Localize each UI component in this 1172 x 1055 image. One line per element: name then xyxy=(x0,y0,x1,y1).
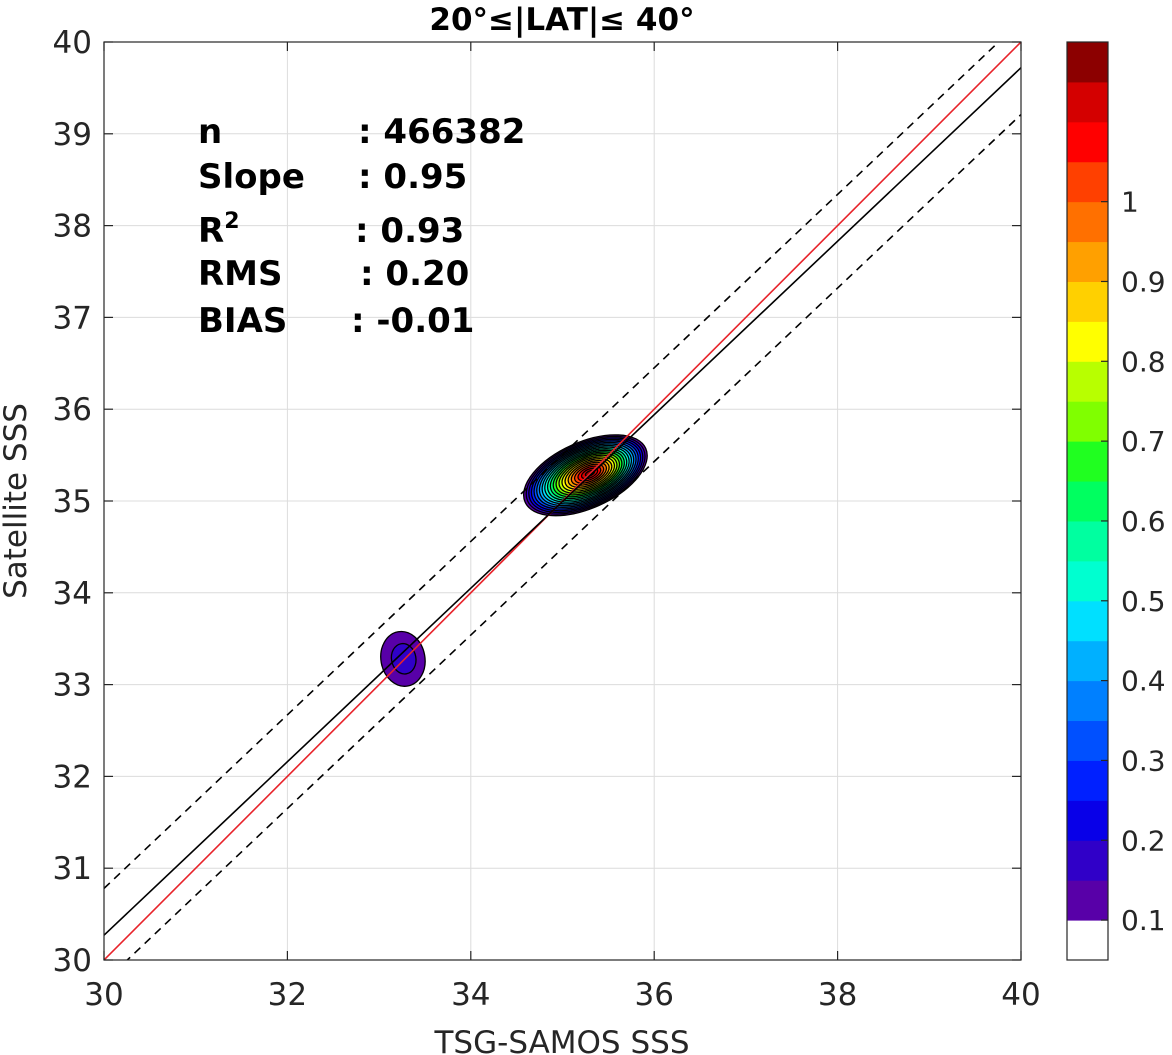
colorbar-band-17 xyxy=(1067,241,1108,282)
colorbar-tick-label-9: 1 xyxy=(1121,186,1139,219)
colorbar-band-0 xyxy=(1067,920,1108,961)
stat-name-3: RMS xyxy=(198,254,283,294)
line-lower-bound xyxy=(126,113,1021,960)
y-tick-label-9: 39 xyxy=(53,117,92,153)
x-tick-label-0: 30 xyxy=(84,977,123,1013)
colorbar-tick-label-0: 0.1 xyxy=(1121,904,1166,937)
colorbar-band-2 xyxy=(1067,840,1108,881)
y-tick-label-5: 35 xyxy=(53,484,92,520)
chart-title: 20°≤|LAT|≤ 40° xyxy=(429,2,694,38)
colorbar-band-19 xyxy=(1067,161,1108,203)
colorbar: 0.1 0.2 0.3 0.4 0.5 0.6 0.7 0.8 0.9 1 xyxy=(1066,41,1166,961)
y-tick-label-3: 33 xyxy=(53,668,92,704)
colorbar-tick-label-5: 0.6 xyxy=(1121,505,1166,538)
colorbar-band-14 xyxy=(1067,361,1108,402)
x-tick-label-1: 32 xyxy=(268,977,307,1013)
colorbar-band-13 xyxy=(1067,401,1108,442)
y-tick-label-10: 40 xyxy=(53,25,92,61)
colorbar-band-8 xyxy=(1067,600,1108,642)
colorbar-tick-label-7: 0.8 xyxy=(1121,345,1166,378)
reference-lines xyxy=(104,42,1021,960)
colorbar-band-15 xyxy=(1067,321,1108,362)
y-axis-title: Satellite SSS xyxy=(0,403,34,599)
colorbar-band-11 xyxy=(1067,481,1108,522)
stat-name-4: BIAS xyxy=(198,301,287,341)
stat-value-3: : 0.20 xyxy=(360,254,469,294)
y-tick-label-6: 36 xyxy=(53,392,92,428)
x-axis-tick-labels: 30 32 34 36 38 40 xyxy=(84,977,1040,1013)
grid xyxy=(103,41,1022,961)
y-tick-label-2: 32 xyxy=(53,759,92,795)
x-tick-label-3: 36 xyxy=(634,977,673,1013)
colorbar-tick-label-3: 0.4 xyxy=(1121,665,1166,698)
stat-value-0: : 466382 xyxy=(358,112,525,152)
colorbar-band-12 xyxy=(1067,441,1108,482)
colorbar-band-20 xyxy=(1067,121,1108,163)
colorbar-tick-label-6: 0.7 xyxy=(1121,425,1166,458)
colorbar-band-9 xyxy=(1067,560,1108,602)
x-tick-label-5: 40 xyxy=(1001,977,1040,1013)
colorbar-band-21 xyxy=(1067,81,1108,123)
colorbar-frame xyxy=(1066,41,1109,961)
density-contours xyxy=(380,434,648,687)
y-tick-label-7: 37 xyxy=(53,300,92,336)
colorbar-tick-label-8: 0.9 xyxy=(1121,265,1166,298)
stat-name-1: Slope xyxy=(198,157,305,197)
x-axis-title: TSG-SAMOS SSS xyxy=(434,1025,690,1055)
stat-value-1: : 0.95 xyxy=(358,157,467,197)
colorbar-band-4 xyxy=(1067,760,1108,801)
y-tick-label-4: 34 xyxy=(53,576,92,612)
stat-value-4: : -0.01 xyxy=(351,301,474,341)
colorbar-band-1 xyxy=(1067,880,1108,921)
stat-name-0: n xyxy=(198,112,222,152)
colorbar-band-6 xyxy=(1067,680,1108,722)
colorbar-band-10 xyxy=(1067,520,1108,562)
line-regression xyxy=(104,67,1021,936)
axis-ticks xyxy=(103,41,1022,961)
colorbar-tick-label-4: 0.5 xyxy=(1121,585,1166,618)
y-tick-label-0: 30 xyxy=(53,943,92,979)
line-upper-bound xyxy=(104,42,1000,889)
colorbar-band-3 xyxy=(1067,800,1108,841)
colorbar-band-5 xyxy=(1067,720,1108,761)
x-tick-label-2: 34 xyxy=(451,977,490,1013)
colorbar-band-18 xyxy=(1067,201,1108,243)
y-tick-label-1: 31 xyxy=(53,851,92,887)
colorbar-tick-label-2: 0.3 xyxy=(1121,744,1166,777)
colorbar-band-22 xyxy=(1067,42,1108,83)
colorbar-band-7 xyxy=(1067,640,1108,682)
y-axis-tick-labels: 30 31 32 33 34 35 36 37 38 39 40 xyxy=(53,25,92,979)
stat-value-2: : 0.93 xyxy=(355,211,464,251)
x-tick-label-4: 38 xyxy=(818,977,857,1013)
colorbar-tick-label-1: 0.2 xyxy=(1121,824,1166,857)
colorbar-band-16 xyxy=(1067,281,1108,322)
y-tick-label-8: 38 xyxy=(53,209,92,245)
